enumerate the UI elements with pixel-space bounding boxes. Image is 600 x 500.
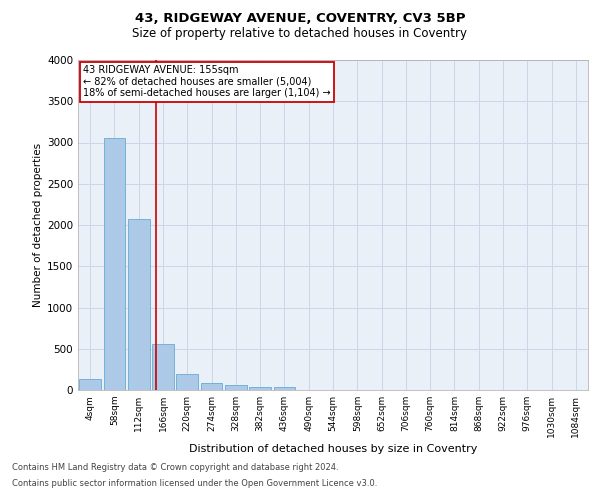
Text: Size of property relative to detached houses in Coventry: Size of property relative to detached ho… (133, 28, 467, 40)
Bar (176, 374, 198, 390)
Bar (249, 386, 271, 390)
Bar (128, 219, 149, 390)
Y-axis label: Number of detached properties: Number of detached properties (33, 143, 43, 307)
Bar (104, 138, 125, 390)
Text: 43 RIDGEWAY AVENUE: 155sqm
← 82% of detached houses are smaller (5,004)
18% of s: 43 RIDGEWAY AVENUE: 155sqm ← 82% of deta… (83, 65, 331, 98)
Text: Contains HM Land Registry data © Crown copyright and database right 2024.: Contains HM Land Registry data © Crown c… (12, 464, 338, 472)
X-axis label: Distribution of detached houses by size in Coventry: Distribution of detached houses by size … (189, 444, 477, 454)
Bar (79, 380, 101, 390)
Bar (152, 344, 174, 390)
Text: 43, RIDGEWAY AVENUE, COVENTRY, CV3 5BP: 43, RIDGEWAY AVENUE, COVENTRY, CV3 5BP (135, 12, 465, 26)
Text: Contains public sector information licensed under the Open Government Licence v3: Contains public sector information licen… (12, 478, 377, 488)
Bar (200, 384, 223, 390)
Bar (274, 386, 295, 390)
Bar (225, 386, 247, 390)
